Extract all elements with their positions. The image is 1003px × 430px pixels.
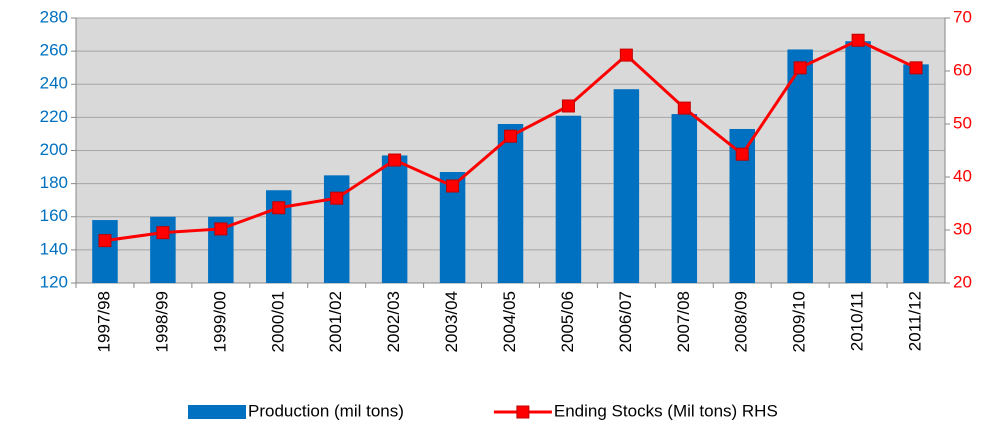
y-tick-label: 140 bbox=[40, 239, 68, 258]
y-tick-label: 120 bbox=[40, 272, 68, 291]
bar bbox=[92, 220, 118, 283]
y2-tick-label: 60 bbox=[953, 60, 972, 79]
x-tick-label: 2004/05 bbox=[500, 291, 519, 352]
marker bbox=[156, 226, 170, 240]
marker bbox=[793, 61, 807, 75]
bar bbox=[613, 89, 640, 283]
x-tick-label: 2000/01 bbox=[268, 291, 287, 352]
y2-tick-label: 30 bbox=[953, 219, 972, 238]
marker bbox=[388, 153, 402, 167]
marker bbox=[446, 179, 460, 193]
bar bbox=[903, 64, 929, 283]
y2-tick-label: 50 bbox=[953, 113, 972, 132]
bar bbox=[671, 114, 698, 283]
legend-label: Ending Stocks (Mil tons) RHS bbox=[554, 401, 778, 420]
x-tick-label: 2007/08 bbox=[674, 291, 693, 352]
marker bbox=[735, 147, 749, 161]
x-tick-label: 1998/99 bbox=[152, 291, 171, 352]
marker bbox=[619, 48, 633, 62]
y-tick-label: 220 bbox=[40, 107, 68, 126]
x-tick-label: 2008/09 bbox=[732, 291, 751, 352]
marker bbox=[504, 129, 517, 143]
y2-tick-label: 40 bbox=[953, 166, 972, 185]
y2-tick-label: 20 bbox=[953, 272, 972, 291]
legend-swatch bbox=[188, 405, 246, 419]
x-tick-label: 1999/00 bbox=[210, 291, 229, 352]
x-tick-label: 2011/12 bbox=[906, 291, 925, 351]
bar bbox=[555, 115, 582, 283]
x-tick-label: 1997/98 bbox=[94, 291, 113, 352]
y-tick-label: 200 bbox=[40, 140, 68, 159]
marker bbox=[677, 101, 691, 115]
legend-marker bbox=[516, 405, 530, 419]
legend-label: Production (mil tons) bbox=[248, 401, 404, 420]
marker bbox=[98, 234, 112, 248]
marker bbox=[561, 99, 575, 113]
marker bbox=[909, 61, 923, 75]
x-tick-label: 2002/03 bbox=[384, 291, 403, 352]
x-tick-label: 2005/06 bbox=[558, 291, 577, 352]
bar bbox=[845, 41, 871, 283]
bar bbox=[381, 155, 408, 283]
y-tick-label: 180 bbox=[40, 173, 68, 192]
x-tick-label: 2003/04 bbox=[442, 291, 461, 352]
marker bbox=[330, 191, 344, 205]
x-tick-label: 2010/11 bbox=[848, 291, 867, 351]
x-tick-label: 2009/10 bbox=[790, 291, 809, 352]
y-tick-label: 160 bbox=[40, 206, 68, 225]
marker bbox=[214, 222, 228, 236]
x-tick-label: 2001/02 bbox=[326, 291, 345, 352]
marker bbox=[272, 201, 286, 215]
bar bbox=[497, 124, 524, 283]
y-tick-label: 280 bbox=[40, 7, 68, 26]
marker bbox=[851, 33, 865, 47]
y-tick-label: 240 bbox=[40, 74, 68, 93]
y-tick-label: 260 bbox=[40, 41, 68, 60]
bar bbox=[787, 49, 813, 283]
x-tick-label: 2006/07 bbox=[616, 291, 635, 352]
y2-tick-label: 70 bbox=[953, 7, 972, 26]
